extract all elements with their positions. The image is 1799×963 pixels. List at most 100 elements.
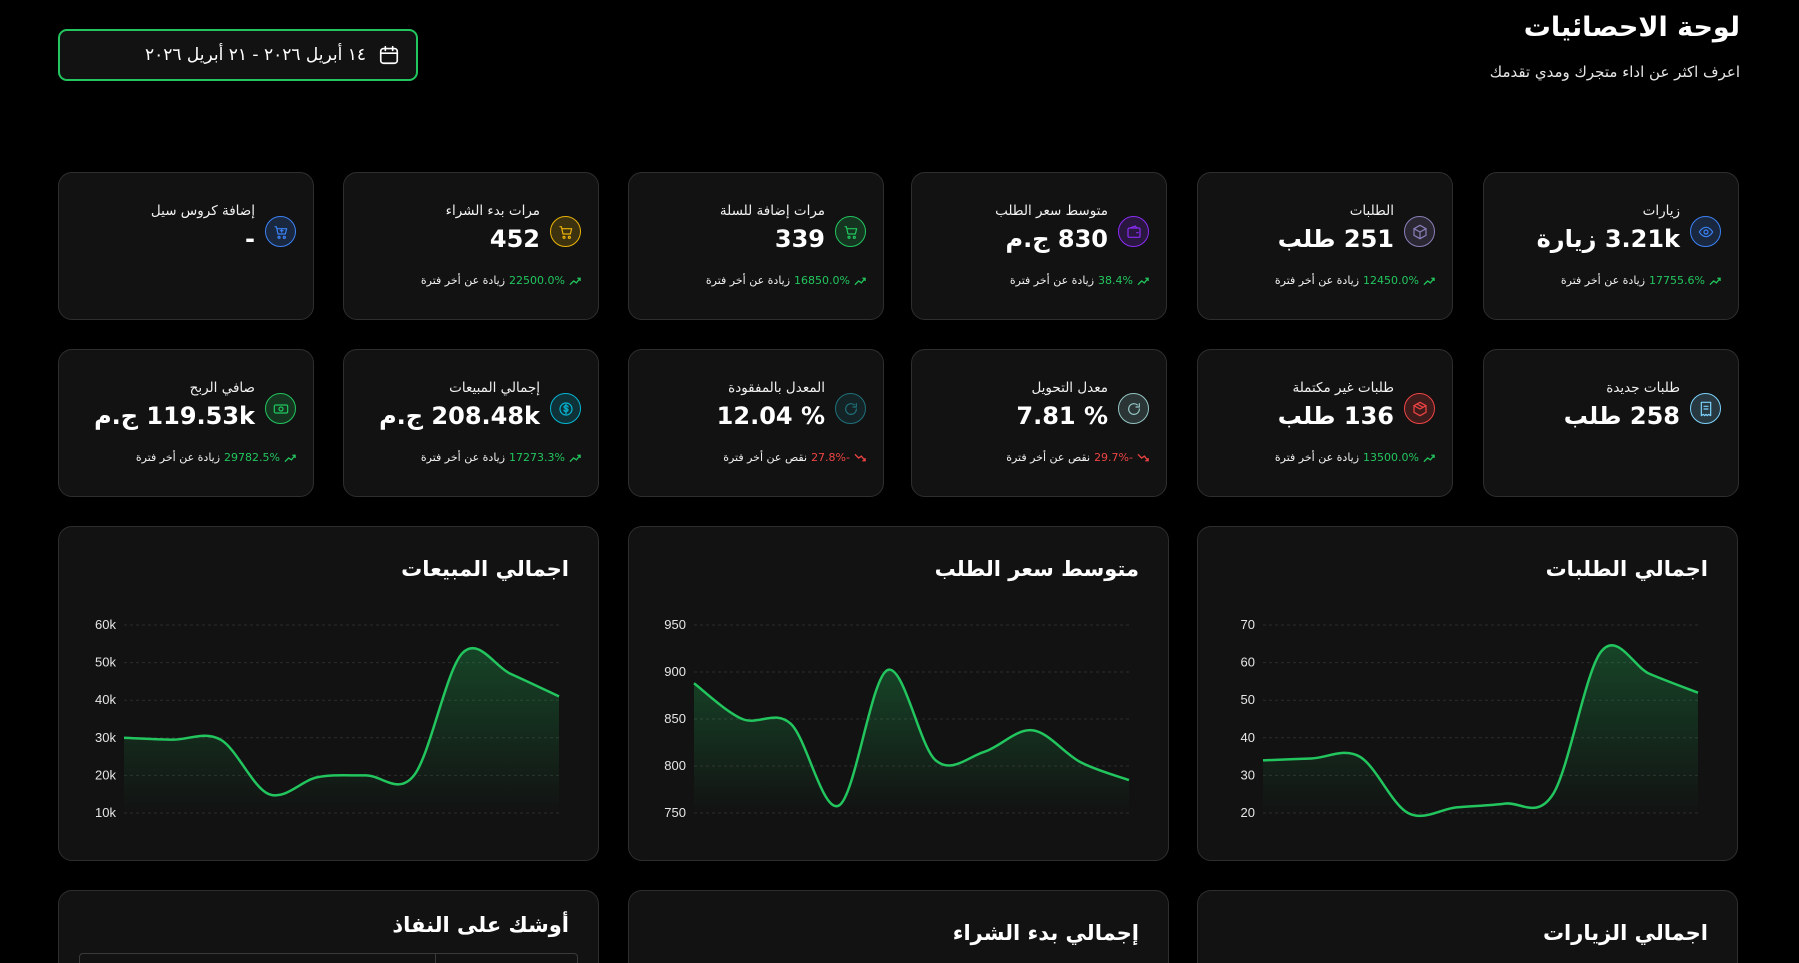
stat-percent: 38.4% [1098, 274, 1133, 287]
stat-icon-badge [835, 216, 866, 247]
y-tick-label: 60 [1241, 655, 1255, 670]
low-stock-title: أوشك على النفاذ [392, 913, 569, 937]
cart-icon [843, 225, 857, 239]
stat-value: 136 طلب [1277, 402, 1394, 430]
stat-trend: 17273.3% زيادة عن أخر فترة [421, 451, 581, 464]
visits-chart-card: اجمالي الزيارات [1197, 890, 1738, 963]
stat-value: 208.48k ج.م [379, 402, 540, 430]
wallet-icon [1126, 224, 1141, 238]
orders-chart-title: اجمالي الطلبات [1545, 557, 1708, 581]
stat-label: مرات إضافة للسلة [719, 203, 825, 219]
checkout-chart-card: إجمالي بدء الشراء [628, 890, 1169, 963]
stat-value: 251 طلب [1277, 225, 1394, 253]
stat-percent: 13500.0% [1363, 451, 1419, 464]
y-tick-label: 20 [1241, 805, 1255, 820]
stat-trend-text: زيادة عن أخر فترة [135, 451, 221, 464]
stat-trend: -27.8% نقص عن أخر فترة [723, 451, 866, 464]
stat-value: 452 [489, 225, 540, 253]
money-icon [273, 403, 288, 414]
stat-trend-text: زيادة عن أخر فترة [1274, 451, 1360, 464]
stat-trend: 13500.0% زيادة عن أخر فترة [1275, 451, 1435, 464]
stat-value: 339 [774, 225, 825, 253]
stat-label: زيارات [1642, 203, 1680, 219]
stat-percent: -27.8% [811, 451, 850, 464]
series-line [123, 646, 560, 797]
stat-value: % 12.04 [716, 402, 825, 430]
stat-icon-badge [1404, 216, 1435, 247]
y-tick-label: 900 [664, 664, 686, 679]
stat-value: 830 ج.م [1005, 225, 1108, 253]
y-tick-label: 750 [664, 805, 686, 820]
trend-up-icon [1137, 277, 1149, 285]
y-tick-label: 950 [664, 617, 686, 632]
page-title: لوحة الاحصائيات [1523, 12, 1740, 43]
eye-icon [1698, 226, 1713, 237]
y-tick-label: 10k [95, 805, 116, 820]
cart-plus-icon [273, 225, 287, 239]
stat-percent: 17273.3% [509, 451, 565, 464]
y-tick-label: 40k [95, 692, 116, 707]
stat-icon-badge [550, 216, 581, 247]
stat-card: صافي الربح 119.53k ج.م 29782.5% زيادة عن… [58, 349, 314, 497]
stat-percent: 16850.0% [794, 274, 850, 287]
stat-value: % 7.81 [1016, 402, 1108, 430]
y-tick-label: 60k [95, 617, 116, 632]
trend-down-icon [1137, 453, 1149, 461]
stat-icon-badge [835, 393, 866, 424]
package-icon [1412, 401, 1427, 416]
stat-percent: 29782.5% [224, 451, 280, 464]
stat-card: متوسط سعر الطلب 830 ج.م 38.4% زيادة عن أ… [911, 172, 1167, 320]
stat-card: الطلبات 251 طلب 12450.0% زيادة عن أخر فت… [1197, 172, 1453, 320]
receipt-icon [1700, 401, 1711, 416]
stat-label: المعدل بالمفقودة [728, 380, 825, 396]
stat-percent: -29.7% [1094, 451, 1133, 464]
stat-percent: 22500.0% [509, 274, 565, 287]
date-range-picker[interactable]: ١٤ أبريل ٢٠٢٦ - ٢١ أبريل ٢٠٢٦ [58, 29, 418, 81]
stat-trend-text: زيادة عن أخر فترة [1560, 274, 1646, 287]
stat-card: مرات بدء الشراء 452 22500.0% زيادة عن أخ… [343, 172, 599, 320]
trend-up-icon [1709, 277, 1721, 285]
stat-value: 3.21k زيارة [1536, 225, 1680, 253]
y-tick-label: 20k [95, 767, 116, 782]
stat-icon-badge [265, 216, 296, 247]
avg-order-chart-title: متوسط سعر الطلب [934, 557, 1139, 581]
stat-icon-badge [1404, 393, 1435, 424]
stat-trend: 17755.6% زيادة عن أخر فترة [1561, 274, 1721, 287]
stat-trend-text: زيادة عن أخر فترة [705, 274, 791, 287]
series-area [124, 648, 559, 813]
refresh-icon [844, 402, 857, 415]
series-line [1262, 644, 1699, 818]
low-stock-table [79, 953, 578, 963]
calendar-icon [379, 45, 399, 65]
stat-label: معدل التحويل [1031, 380, 1108, 396]
stat-card: إجمالي المبيعات 208.48k ج.م 17273.3% زيا… [343, 349, 599, 497]
cart-icon [558, 225, 572, 239]
stat-trend: 16850.0% زيادة عن أخر فترة [706, 274, 866, 287]
stat-icon-badge [1118, 216, 1149, 247]
stat-trend: 38.4% زيادة عن أخر فترة [1010, 274, 1149, 287]
series-line [693, 668, 1130, 808]
checkout-chart-title: إجمالي بدء الشراء [952, 921, 1139, 945]
stat-label: صافي الربح [189, 380, 255, 396]
stat-value: 119.53k ج.م [94, 402, 255, 430]
stat-trend-text: زيادة عن أخر فترة [420, 274, 506, 287]
stat-label: متوسط سعر الطلب [995, 203, 1108, 219]
page-subtitle: اعرف اكثر عن اداء متجرك ومدي تقدمك [1489, 63, 1740, 81]
box-icon [1412, 224, 1427, 239]
trend-up-icon [284, 454, 296, 462]
stat-trend-text: نقص عن أخر فترة [723, 451, 808, 464]
stat-percent: 17755.6% [1649, 274, 1705, 287]
refresh-icon [1127, 402, 1140, 415]
stat-trend-text: نقص عن أخر فترة [1006, 451, 1091, 464]
trend-up-icon [569, 454, 581, 462]
stat-trend: -29.7% نقص عن أخر فترة [1006, 451, 1149, 464]
y-tick-label: 50k [95, 655, 116, 670]
trend-up-icon [569, 277, 581, 285]
stat-icon-badge [1118, 393, 1149, 424]
sales-chart-title: اجمالي المبيعات [401, 557, 569, 581]
trend-down-icon [854, 453, 866, 461]
y-tick-label: 850 [664, 711, 686, 726]
stat-card: طلبات جديدة 258 طلب [1483, 349, 1739, 497]
stat-value: 258 طلب [1563, 402, 1680, 430]
stat-trend-text: زيادة عن أخر فترة [420, 451, 506, 464]
